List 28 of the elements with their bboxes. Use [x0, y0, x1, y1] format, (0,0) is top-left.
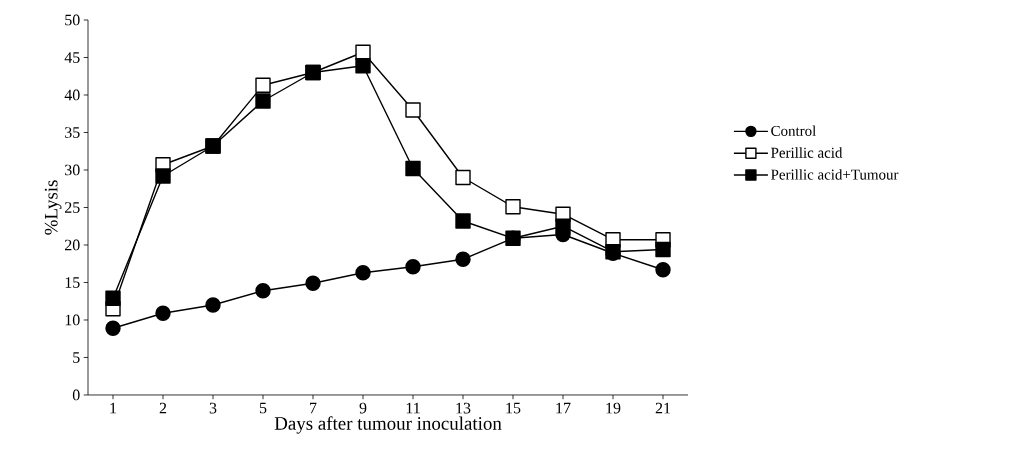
x-tick-label: 15 — [506, 402, 521, 414]
x-tick-label: 19 — [606, 402, 621, 414]
y-tick-label: 50 — [65, 14, 80, 26]
y-tick-label: 0 — [72, 389, 80, 401]
y-tick-label: 15 — [65, 277, 80, 288]
x-tick-label: 5 — [259, 402, 267, 414]
x-tick-label: 11 — [406, 402, 420, 414]
x-tick-label: 21 — [655, 402, 671, 414]
x-tick-label: 9 — [359, 402, 367, 414]
legend-label: Perillic acid+Tumour — [771, 169, 899, 180]
legend-label: Control — [771, 125, 816, 136]
y-tick-label: 45 — [64, 52, 80, 63]
x-tick-label: 1 — [110, 402, 117, 414]
y-tick-label: 20 — [65, 239, 80, 251]
y-tick-label: 25 — [65, 202, 80, 213]
y-tick-label: 30 — [65, 164, 80, 176]
legend-label: Perillic acid — [771, 147, 843, 158]
x-axis-title: Days after tumour inoculation — [274, 416, 502, 434]
x-tick-label: 2 — [159, 402, 167, 414]
y-tick-label: 10 — [65, 314, 80, 326]
x-tick-label: 7 — [310, 402, 317, 414]
x-tick-label: 13 — [456, 402, 471, 414]
x-tick-label: 17 — [556, 402, 571, 414]
y-tick-label: 40 — [64, 89, 80, 101]
y-tick-label: 35 — [65, 127, 80, 138]
y-tick-label: 5 — [73, 352, 80, 363]
x-tick-label: 3 — [209, 402, 217, 414]
y-axis-title: %Lysis — [44, 180, 62, 235]
